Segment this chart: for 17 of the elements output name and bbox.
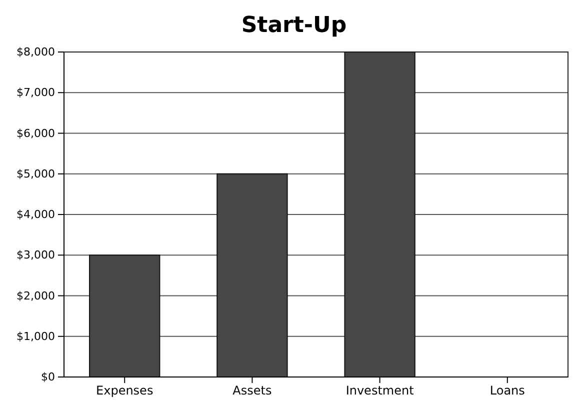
bar: [89, 254, 160, 378]
y-tick-label: $4,000: [16, 208, 55, 222]
y-tick-label: $6,000: [16, 126, 55, 140]
bar: [216, 173, 288, 378]
y-tick-label: $5,000: [16, 167, 55, 180]
y-tick-label: $1,000: [16, 330, 55, 343]
y-tick-label: $3,000: [16, 248, 55, 262]
y-tick-label: $2,000: [16, 289, 55, 302]
y-tick-label: $0: [41, 370, 55, 384]
x-tick-label: Expenses: [96, 384, 154, 398]
y-tick-label: $7,000: [16, 86, 55, 100]
x-tick-label: Loans: [490, 384, 525, 398]
chart-title: Start-Up: [241, 13, 347, 38]
x-tick-label: Assets: [232, 384, 272, 398]
bar: [344, 52, 416, 378]
y-tick-label: $8,000: [16, 46, 55, 59]
x-tick-label: Investment: [346, 384, 414, 398]
